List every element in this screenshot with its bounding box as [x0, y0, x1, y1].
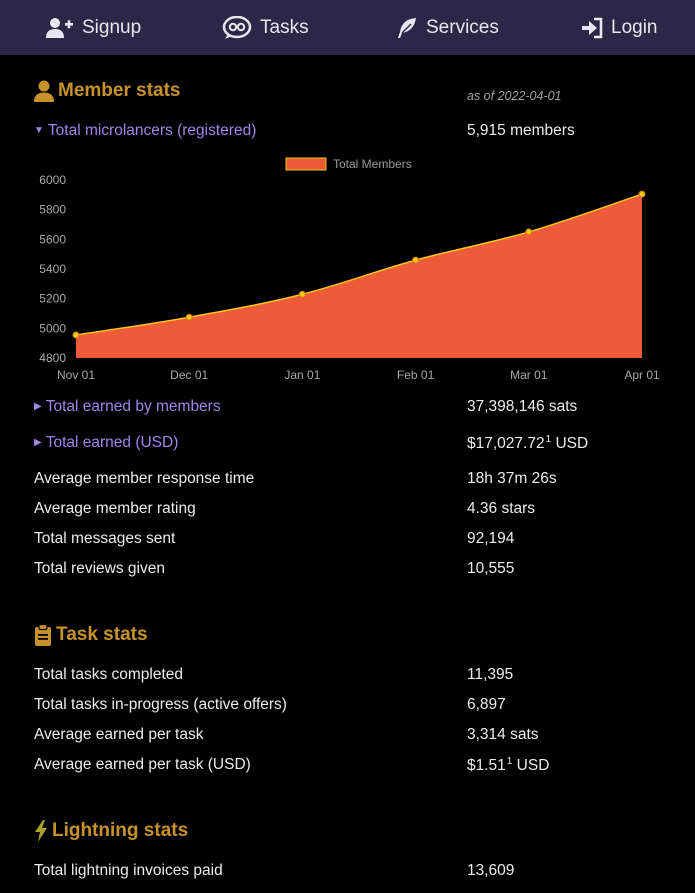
clipboard-icon [35, 624, 51, 646]
data-point [525, 228, 533, 236]
nav-services-label: Services [426, 16, 499, 38]
stat-earned: ▶ Total earned by members 37,398,146 sats [34, 398, 674, 420]
chart-legend: Total Members [285, 157, 412, 171]
earned-usd-toggle[interactable]: ▶ Total earned (USD) [34, 434, 179, 451]
chart-y-axis: 4800 5000 5200 5400 5600 5800 6000 [39, 173, 66, 365]
y-tick-label: 4800 [39, 351, 66, 365]
x-tick-label: Nov 01 [57, 368, 95, 382]
lightning-stats-title: Lightning stats [34, 820, 188, 842]
data-point [412, 256, 420, 264]
y-tick-label: 5200 [39, 292, 66, 306]
earned-usd-value: $17,027.721 USD [467, 434, 589, 452]
stat-row: Average member response time 18h 37m 26s [34, 470, 557, 487]
data-point [298, 290, 306, 298]
series-area [76, 194, 642, 358]
stat-row: Total reviews given 10,555 [34, 560, 515, 577]
task-usd-value: $1.511 USD [467, 756, 550, 774]
stat-registered: ▼ Total microlancers (registered) 5,915 m… [34, 122, 674, 144]
stat-task-usd: Average earned per task (USD) $1.511 USD [34, 756, 550, 774]
chart-x-axis: Nov 01 Dec 01 Jan 01 Feb 01 Mar 01 Apr 01 [57, 368, 660, 382]
caret-right-icon: ▶ [34, 401, 42, 412]
x-tick-label: Dec 01 [170, 368, 208, 382]
x-tick-label: Apr 01 [624, 368, 660, 382]
stat-row: Total messages sent 92,194 [34, 530, 515, 547]
nav-services[interactable]: Services [396, 0, 499, 55]
members-chart: Total Members 4800 5000 5200 5400 5600 5800 60… [39, 157, 660, 382]
data-point [638, 190, 646, 198]
caret-right-icon: ▶ [34, 437, 42, 448]
data-point [185, 313, 193, 321]
registered-value: 5,915 members [467, 122, 575, 139]
earned-toggle[interactable]: ▶ Total earned by members [34, 398, 221, 415]
nav-login-label: Login [611, 16, 658, 38]
y-tick-label: 5000 [39, 321, 66, 335]
stat-row: Average earned per task 3,314 sats [34, 726, 539, 743]
nav-signup[interactable]: Signup [46, 0, 141, 55]
legend-label: Total Members [333, 157, 412, 171]
y-tick-label: 6000 [39, 173, 66, 187]
stat-row: Total tasks in-progress (active offers) … [34, 696, 506, 713]
footnote-ref[interactable]: 1 [545, 434, 552, 445]
registered-toggle[interactable]: ▼ Total microlancers (registered) [34, 122, 257, 139]
nav-tasks[interactable]: Tasks [222, 0, 309, 55]
feather-icon [398, 17, 416, 38]
legend-swatch [285, 157, 327, 171]
x-tick-label: Jan 01 [284, 368, 320, 382]
stat-row: Total tasks completed 11,395 [34, 666, 514, 683]
y-tick-label: 5600 [39, 232, 66, 246]
as-of-date: as of 2022-04-01 [467, 89, 562, 103]
x-tick-label: Mar 01 [510, 368, 548, 382]
top-nav: Signup Tasks Services Login [0, 0, 695, 55]
stat-row: Average member rating 4.36 stars [34, 500, 536, 517]
sign-in-icon [582, 17, 603, 38]
nav-login[interactable]: Login [581, 0, 658, 55]
y-tick-label: 5800 [39, 203, 66, 217]
member-stats-title: Member stats [34, 80, 181, 102]
user-plus-icon [46, 17, 73, 38]
chart-plot [72, 190, 646, 358]
y-tick-label: 5400 [39, 262, 66, 276]
stat-row: Total lightning invoices paid 13,609 [34, 862, 515, 879]
x-tick-label: Feb 01 [397, 368, 435, 382]
caret-down-icon: ▼ [34, 125, 44, 136]
tasks-bubble-icon [222, 15, 252, 39]
user-icon [34, 80, 54, 102]
earned-value: 37,398,146 sats [467, 398, 578, 415]
nav-tasks-label: Tasks [260, 16, 309, 38]
nav-signup-label: Signup [82, 16, 142, 38]
stat-earned-usd: ▶ Total earned (USD) $17,027.721 USD [34, 434, 674, 456]
lightning-bolt-icon [35, 820, 47, 842]
data-point [72, 331, 80, 339]
task-stats-title: Task stats [34, 624, 148, 646]
footnote-ref[interactable]: 1 [506, 756, 513, 767]
series-line [75, 193, 643, 336]
